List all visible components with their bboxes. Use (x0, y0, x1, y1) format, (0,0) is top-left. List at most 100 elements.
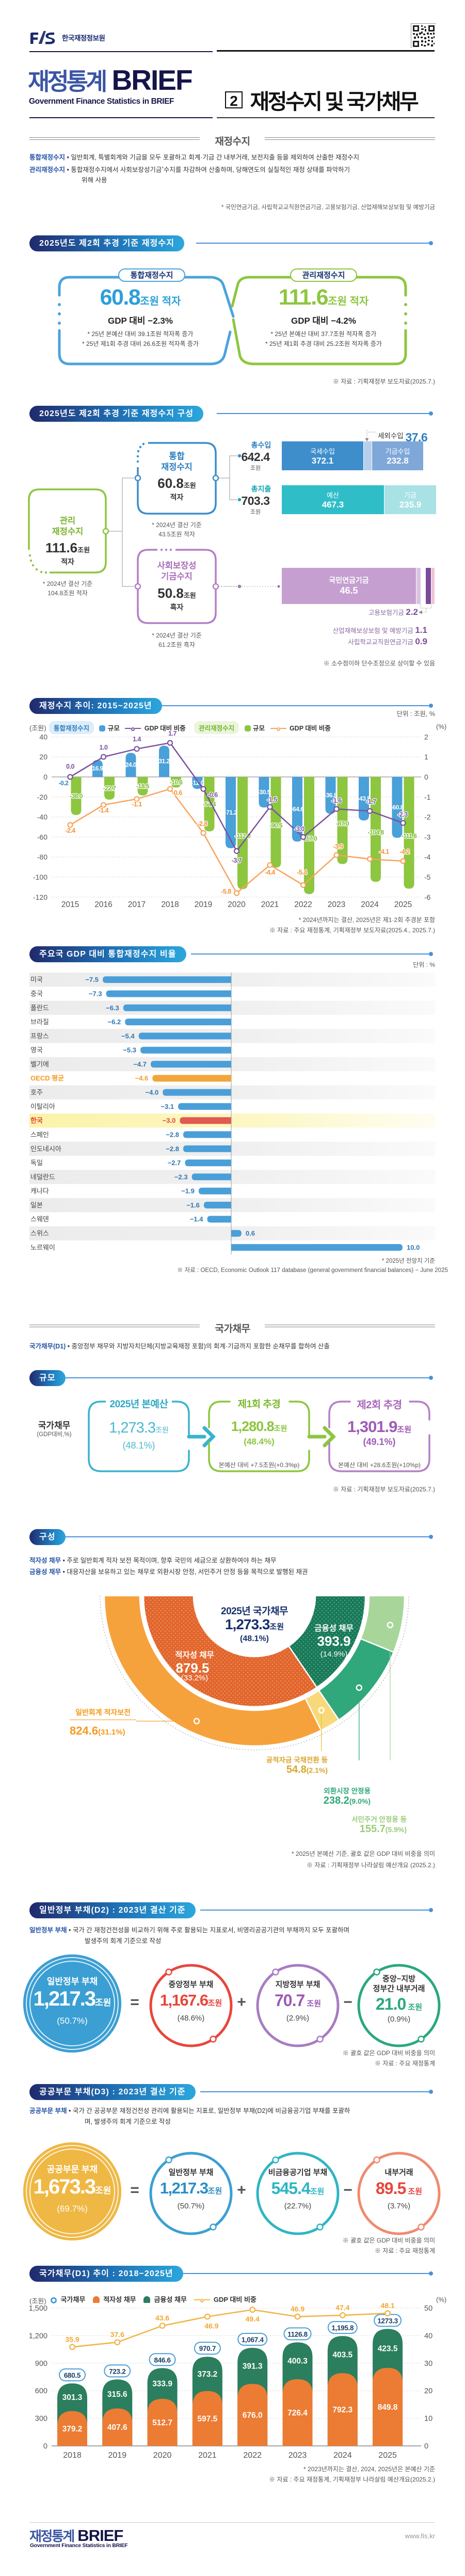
svg-text:1273.3: 1273.3 (377, 2317, 398, 2325)
svg-text:−1.6: −1.6 (186, 1201, 200, 1209)
svg-text:46.9: 46.9 (204, 2322, 218, 2330)
svg-text:16.9: 16.9 (92, 765, 103, 772)
svg-text:스웨덴: 스웨덴 (30, 1215, 49, 1223)
svg-text:프랑스: 프랑스 (30, 1032, 49, 1040)
svg-text:2024: 2024 (361, 900, 379, 909)
svg-text:−2.3: −2.3 (174, 1173, 188, 1181)
svg-text:-0.6: -0.6 (207, 791, 218, 799)
svg-text:2015: 2015 (61, 900, 79, 909)
svg-text:−3.1: −3.1 (161, 1103, 174, 1110)
svg-text:31.2: 31.2 (158, 758, 170, 765)
svg-text:−7.3: −7.3 (89, 990, 102, 998)
svg-text:-1.4: -1.4 (99, 807, 109, 814)
svg-text:노르웨이: 노르웨이 (30, 1244, 55, 1251)
svg-text:597.5: 597.5 (198, 2414, 218, 2423)
svg-text:0: 0 (43, 773, 47, 781)
svg-text:-5.4: -5.4 (297, 869, 307, 876)
svg-text:2021: 2021 (198, 2451, 217, 2460)
svg-text:2025: 2025 (378, 2451, 397, 2460)
svg-text:-1.1: -1.1 (132, 801, 142, 808)
svg-text:24.0: 24.0 (125, 761, 137, 769)
svg-text:680.5: 680.5 (64, 2372, 81, 2379)
svg-text:−2.7: −2.7 (168, 1159, 181, 1167)
svg-text:-2.3: -2.3 (397, 811, 408, 818)
svg-text:호주: 호주 (30, 1089, 43, 1096)
svg-text:−5.4: −5.4 (121, 1032, 135, 1040)
svg-text:2020: 2020 (153, 2451, 172, 2460)
svg-text:373.2: 373.2 (198, 2370, 218, 2379)
svg-text:2019: 2019 (108, 2451, 127, 2460)
svg-text:1126.8: 1126.8 (287, 2330, 308, 2338)
svg-text:379.2: 379.2 (62, 2425, 83, 2434)
svg-text:-2: -2 (424, 813, 431, 821)
svg-text:-40: -40 (37, 813, 47, 821)
svg-text:-1.6: -1.6 (331, 797, 342, 804)
svg-text:-111.6: -111.6 (402, 832, 418, 839)
svg-text:-71.2: -71.2 (225, 809, 238, 816)
svg-text:-30.5: -30.5 (258, 789, 271, 796)
svg-text:−5.3: −5.3 (123, 1046, 136, 1054)
svg-text:0.0: 0.0 (66, 763, 74, 770)
svg-text:-3.7: -3.7 (232, 857, 242, 864)
svg-text:−2.8: −2.8 (166, 1145, 179, 1153)
svg-text:407.6: 407.6 (107, 2423, 127, 2432)
svg-text:-60: -60 (37, 833, 47, 841)
svg-text:-6: -6 (424, 893, 431, 901)
svg-text:-22.7: -22.7 (103, 785, 117, 792)
svg-text:캐나다: 캐나다 (30, 1187, 49, 1195)
svg-text:0.6: 0.6 (246, 1230, 255, 1237)
svg-text:50: 50 (424, 2304, 432, 2313)
svg-text:-38.0: -38.0 (70, 792, 83, 800)
svg-text:-2.4: -2.4 (65, 827, 75, 834)
svg-text:−6.3: −6.3 (106, 1004, 119, 1012)
svg-text:-90.5: -90.5 (269, 822, 283, 829)
svg-text:-3.0: -3.0 (294, 825, 304, 833)
svg-text:폴란드: 폴란드 (30, 1004, 49, 1012)
svg-text:315.6: 315.6 (107, 2390, 127, 2399)
svg-text:-2.8: -2.8 (197, 820, 207, 828)
svg-text:846.6: 846.6 (154, 2356, 171, 2364)
svg-text:−4.7: −4.7 (133, 1060, 147, 1068)
svg-text:47.4: 47.4 (335, 2303, 349, 2312)
svg-text:−4.6: −4.6 (135, 1074, 149, 1082)
svg-text:스위스: 스위스 (30, 1230, 49, 1237)
svg-text:중국: 중국 (30, 990, 43, 998)
svg-text:독일: 독일 (30, 1159, 43, 1167)
svg-text:−1.4: −1.4 (190, 1215, 203, 1223)
svg-text:1.0: 1.0 (100, 744, 108, 751)
svg-text:2018: 2018 (161, 900, 179, 909)
svg-text:2020: 2020 (228, 900, 246, 909)
svg-text:2017: 2017 (128, 900, 146, 909)
svg-text:-3.9: -3.9 (333, 843, 343, 850)
svg-text:−1.9: −1.9 (181, 1187, 195, 1195)
svg-text:-87.0: -87.0 (336, 820, 349, 827)
svg-text:600: 600 (35, 2387, 47, 2395)
svg-text:0: 0 (43, 2442, 47, 2451)
svg-text:이탈리아: 이탈리아 (30, 1103, 55, 1110)
svg-text:네덜란드: 네덜란드 (30, 1173, 55, 1181)
svg-text:300: 300 (35, 2415, 47, 2423)
svg-text:2021: 2021 (261, 900, 279, 909)
svg-text:−6.2: −6.2 (108, 1018, 121, 1026)
svg-text:스페인: 스페인 (30, 1131, 49, 1138)
svg-text:2019: 2019 (195, 900, 212, 909)
svg-text:2025: 2025 (394, 900, 412, 909)
svg-text:OECD 평균: OECD 평균 (30, 1074, 64, 1082)
svg-text:1,067.4: 1,067.4 (242, 2336, 264, 2344)
svg-text:-5: -5 (424, 873, 431, 881)
svg-text:-100: -100 (33, 873, 47, 881)
svg-text:영국: 영국 (30, 1046, 43, 1054)
svg-text:726.4: 726.4 (287, 2409, 308, 2418)
svg-text:2023: 2023 (328, 900, 345, 909)
svg-text:-18.5: -18.5 (136, 783, 150, 790)
svg-text:849.8: 849.8 (378, 2403, 398, 2412)
svg-text:792.3: 792.3 (332, 2406, 352, 2414)
svg-text:-1: -1 (424, 793, 431, 801)
svg-text:-64.6: -64.6 (291, 806, 304, 813)
svg-text:-104.8: -104.8 (367, 829, 384, 836)
svg-text:20: 20 (39, 753, 47, 761)
svg-text:30: 30 (424, 2360, 432, 2368)
svg-text:403.5: 403.5 (332, 2351, 352, 2360)
svg-text:2016: 2016 (94, 900, 112, 909)
svg-text:333.9: 333.9 (152, 2380, 172, 2389)
